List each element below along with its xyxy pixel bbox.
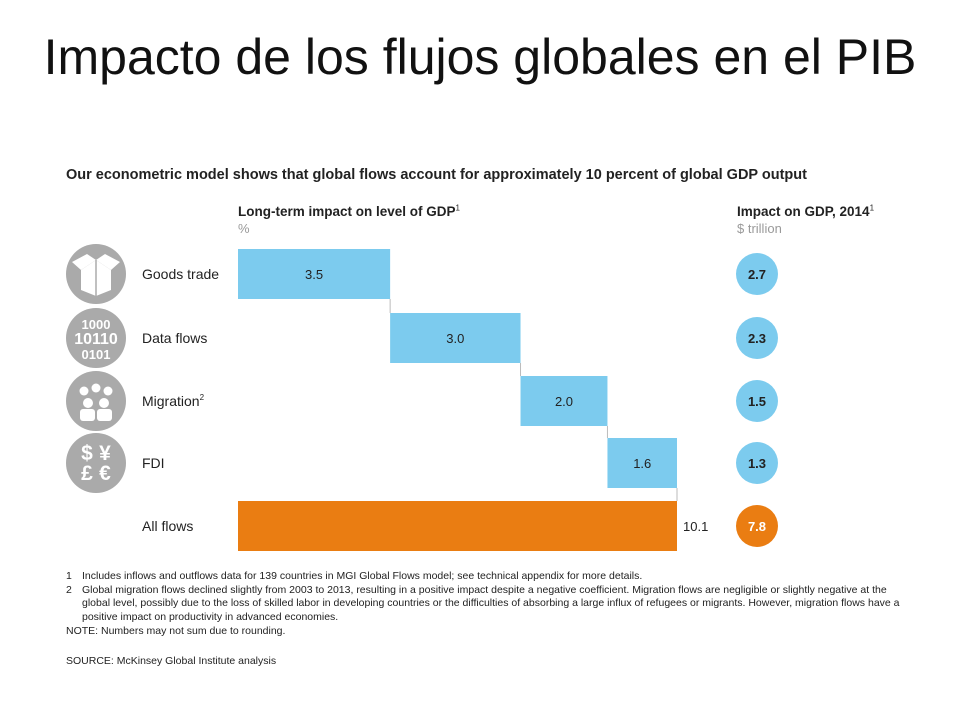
impact-value-label: 1.5 [748,394,766,409]
left-column-title: Long-term impact on level of GDP [238,204,456,219]
box-flap [72,254,96,270]
impact-value-label: 2.3 [748,331,766,346]
person-body [97,409,112,421]
impact-circle [736,253,778,295]
right-column-title: Impact on GDP, 2014 [737,204,870,219]
footnote-number: 1 [66,570,72,582]
box-flap [96,254,120,270]
category-label: Goods trade [142,266,219,282]
currency-icon: $ ¥ £ € [66,433,126,493]
waterfall-bar [238,249,391,299]
footnote-1: 1 Includes inflows and outflows data for… [66,570,910,584]
binary-digits: 1000 [82,317,111,332]
impact-circle [736,317,778,359]
slide-title: Impacto de los flujos globales en el PIB [43,29,917,85]
person-head [79,386,89,396]
waterfall-bar [607,438,677,488]
currency-symbol: £ [81,462,93,485]
waterfall-bar [390,313,521,363]
category-footnote-marker: 2 [200,393,205,402]
binary-digits: 10110 [74,331,118,348]
category-label: Data flows [142,330,207,346]
left-column-header: Long-term impact on level of GDP1 [238,204,460,219]
chart-subtitle: Our econometric model shows that global … [66,167,807,183]
currency-symbol: € [99,462,111,485]
people-icon [66,371,126,431]
impact-value-label: 2.7 [748,267,766,282]
icon-background [66,371,126,431]
icon-background [66,308,126,368]
right-column-footnote-marker: 1 [869,203,875,213]
currency-symbol: $ [81,442,93,465]
bar-value-label: 3.0 [446,331,464,346]
bar-value-label: 10.1 [683,519,708,534]
footnotes: 1 Includes inflows and outflows data for… [66,570,910,624]
icon-background [66,433,126,493]
person-head [83,398,93,408]
impact-circle [736,442,778,484]
total-bar [238,501,677,551]
box-icon [66,244,126,304]
impact-value-label: 1.3 [748,456,766,471]
left-column-footnote-marker: 1 [455,203,460,213]
binary-digits: 0101 [82,347,111,362]
rounding-note: NOTE: Numbers may not sum due to roundin… [66,625,286,637]
right-column-header: Impact on GDP, 20141 [737,204,874,219]
bar-value-label: 1.6 [633,456,651,471]
category-label: All flows [142,518,193,534]
source-note: SOURCE: McKinsey Global Institute analys… [66,655,277,667]
bar-value-label: 2.0 [555,394,573,409]
waterfall-bar [520,376,608,426]
impact-circle [736,505,778,547]
footnote-text: Global migration flows declined slightly… [82,583,900,623]
person-body [80,409,95,421]
impact-value-label: 7.8 [748,519,766,534]
person-head [99,398,109,408]
footnote-text: Includes inflows and outflows data for 1… [82,570,643,582]
footnote-2: 2 Global migration flows declined slight… [66,584,910,625]
impact-circle [736,380,778,422]
currency-symbol: ¥ [99,442,111,465]
bar-value-label: 3.5 [305,267,323,282]
right-column-unit: $ trillion [737,221,782,236]
category-label: FDI [142,455,165,471]
person-head [103,386,113,396]
left-column-unit: % [238,221,250,236]
footnote-number: 2 [66,583,72,596]
category-label: Migration2 [142,393,205,409]
person-head [91,383,101,393]
